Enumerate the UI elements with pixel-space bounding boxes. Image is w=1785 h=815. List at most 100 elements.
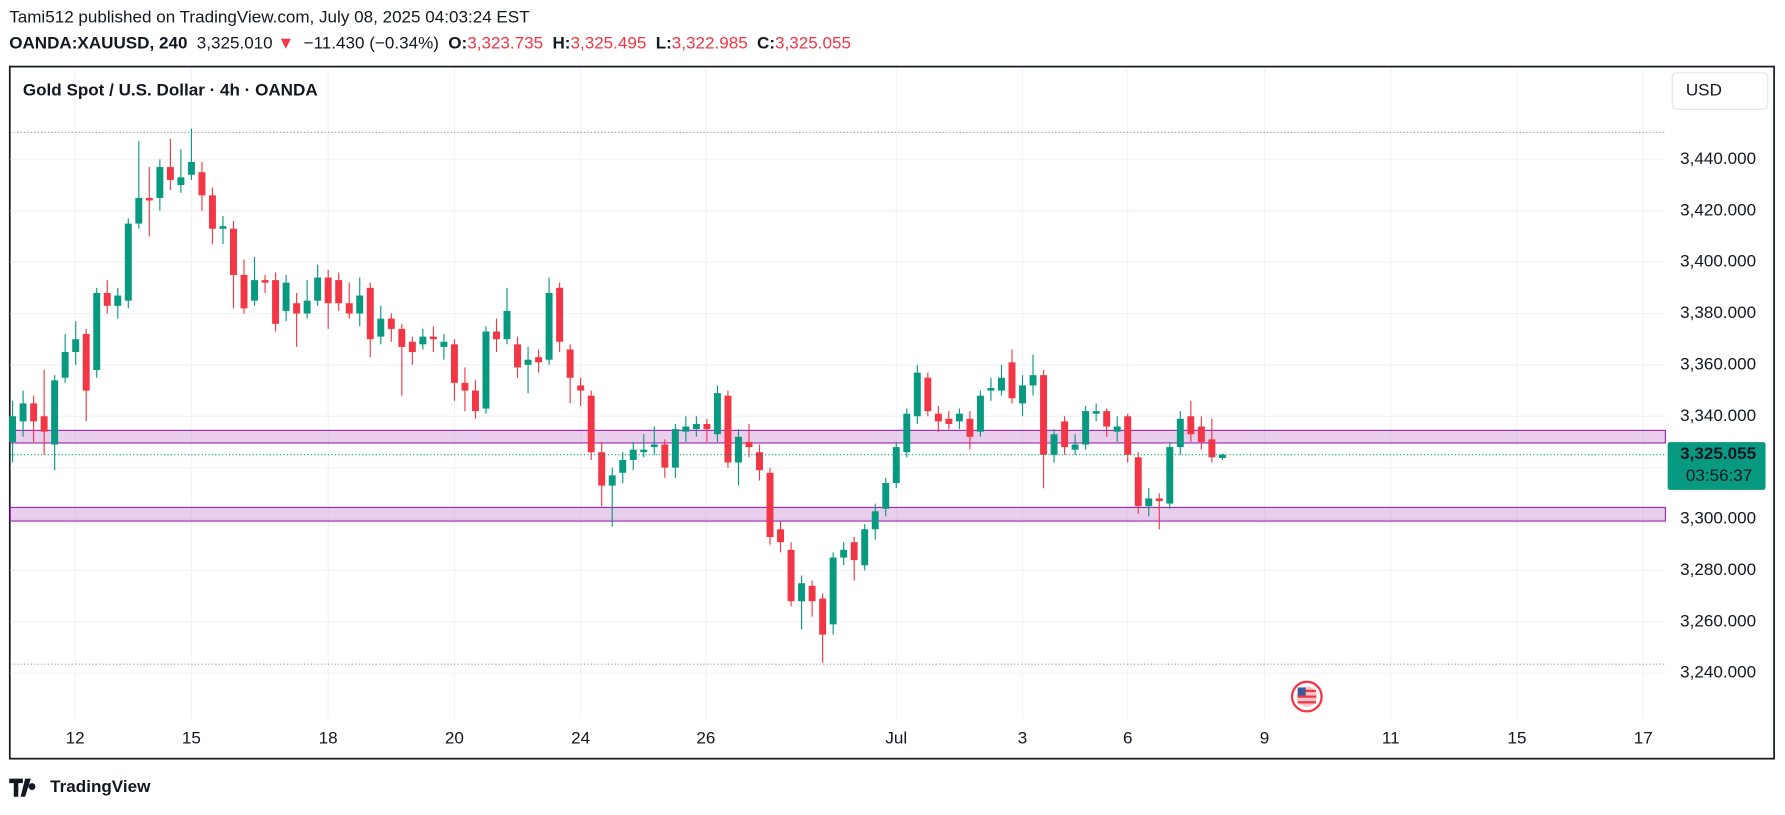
currency[interactable]: USD: [1686, 81, 1722, 100]
candle-body: [745, 441, 753, 448]
candle-body: [1050, 434, 1058, 455]
logo: TradingView: [9, 777, 151, 797]
candle-body: [692, 423, 700, 430]
candle-body: [429, 336, 437, 340]
candle-body: [955, 413, 963, 422]
candle-body: [556, 287, 564, 342]
candle-body: [1208, 439, 1216, 458]
chart-frame: [8, 65, 1775, 760]
last-price: 3,325.010: [197, 33, 273, 52]
candle-body: [829, 557, 837, 625]
candle-body: [208, 195, 216, 229]
candle-body: [871, 511, 879, 530]
x-tick-label: 3: [1018, 728, 1027, 747]
candle-body: [156, 167, 164, 198]
candle-body: [72, 339, 80, 353]
change: −11.430 (−0.34%): [304, 33, 439, 52]
candle-body: [566, 349, 574, 378]
ohlc-label: L:: [656, 33, 672, 52]
zone: [9, 429, 1666, 444]
symbol-line: OANDA:XAUUSD, 240 3,325.010 ▼ −11.430 (−…: [9, 33, 851, 52]
y-tick-label: 3,420.000: [1680, 200, 1756, 219]
candle-body: [924, 377, 932, 412]
candle-body: [324, 277, 332, 304]
candle-body: [934, 413, 942, 422]
candle-body: [387, 318, 395, 329]
candle-body: [461, 382, 469, 391]
y-tick-label: 3,440.000: [1680, 149, 1756, 168]
ohlc-value: 3,323.735: [467, 33, 543, 52]
candle-body: [408, 341, 416, 353]
price-tag: [1667, 442, 1766, 490]
ohlc-value: 3,325.055: [775, 33, 851, 52]
candle-body: [377, 318, 385, 337]
candle-body: [997, 377, 1005, 391]
candle-body: [440, 341, 448, 347]
candle-body: [756, 452, 763, 471]
change-arrow: ▼: [277, 33, 294, 52]
candle-body: [598, 452, 606, 486]
logo-text: TradingView: [50, 777, 151, 796]
candle-body: [1218, 454, 1226, 459]
y-tick-label: 3,380.000: [1680, 303, 1756, 322]
symbol: OANDA:XAUUSD, 240: [9, 33, 187, 52]
candle-body: [619, 459, 627, 473]
candle-body: [976, 395, 984, 432]
candle-body: [1155, 498, 1163, 502]
candle-body: [51, 380, 59, 445]
candle-body: [303, 300, 311, 314]
candle-body: [345, 303, 353, 314]
x-tick-label: 26: [696, 728, 715, 747]
candle-body: [1040, 375, 1048, 455]
candle-body: [587, 395, 595, 453]
candle-body: [145, 197, 153, 201]
candle-body: [671, 429, 679, 468]
y-tick-label: 3,360.000: [1680, 354, 1756, 373]
candle-body: [166, 167, 174, 180]
flag-icon: [1290, 680, 1323, 713]
candle-body: [703, 423, 711, 430]
candle-body: [1061, 421, 1069, 448]
candle-body: [1008, 362, 1016, 399]
x-tick-label: 24: [571, 728, 590, 747]
candle-body: [724, 395, 732, 463]
candle-body: [251, 280, 259, 301]
candle-body: [987, 387, 995, 391]
candle-body: [892, 447, 900, 484]
candle-body: [766, 472, 774, 537]
x-tick-label: Jul: [885, 728, 907, 747]
y-tick-label: 3,300.000: [1680, 509, 1756, 528]
candle-body: [798, 583, 806, 602]
candle-body: [808, 585, 816, 602]
x-tick-label: 18: [319, 728, 338, 747]
zone: [9, 506, 1666, 522]
candle-body: [966, 418, 974, 437]
candle-body: [230, 228, 237, 275]
x-tick-label: 9: [1260, 728, 1270, 747]
candle-body: [640, 449, 648, 453]
candle-body: [1092, 411, 1100, 414]
x-tick-label: 15: [1507, 728, 1526, 747]
candle-body: [261, 280, 269, 283]
currency-button[interactable]: [1671, 72, 1769, 110]
candle-body: [314, 277, 322, 301]
candle-body: [1176, 418, 1184, 448]
y-tick-label: 3,340.000: [1680, 406, 1756, 425]
candle-body: [187, 161, 195, 175]
ohlc-label: H:: [552, 33, 570, 52]
ohlc-value: 3,322.985: [672, 33, 748, 52]
candle-body: [61, 352, 69, 378]
price-tag-countdown: 03:56:37: [1686, 466, 1752, 485]
candle-body: [535, 357, 543, 363]
candle-body: [93, 292, 101, 371]
x-tick-label: 15: [182, 728, 201, 747]
candle-body: [135, 197, 143, 224]
price-tag-label: 3,325.055: [1680, 444, 1756, 463]
x-tick-label: 6: [1123, 728, 1133, 747]
y-tick-label: 3,260.000: [1680, 611, 1756, 630]
candle-body: [514, 344, 522, 368]
candle-body: [777, 529, 785, 543]
candle-body: [177, 177, 185, 186]
candle-body: [850, 542, 858, 561]
